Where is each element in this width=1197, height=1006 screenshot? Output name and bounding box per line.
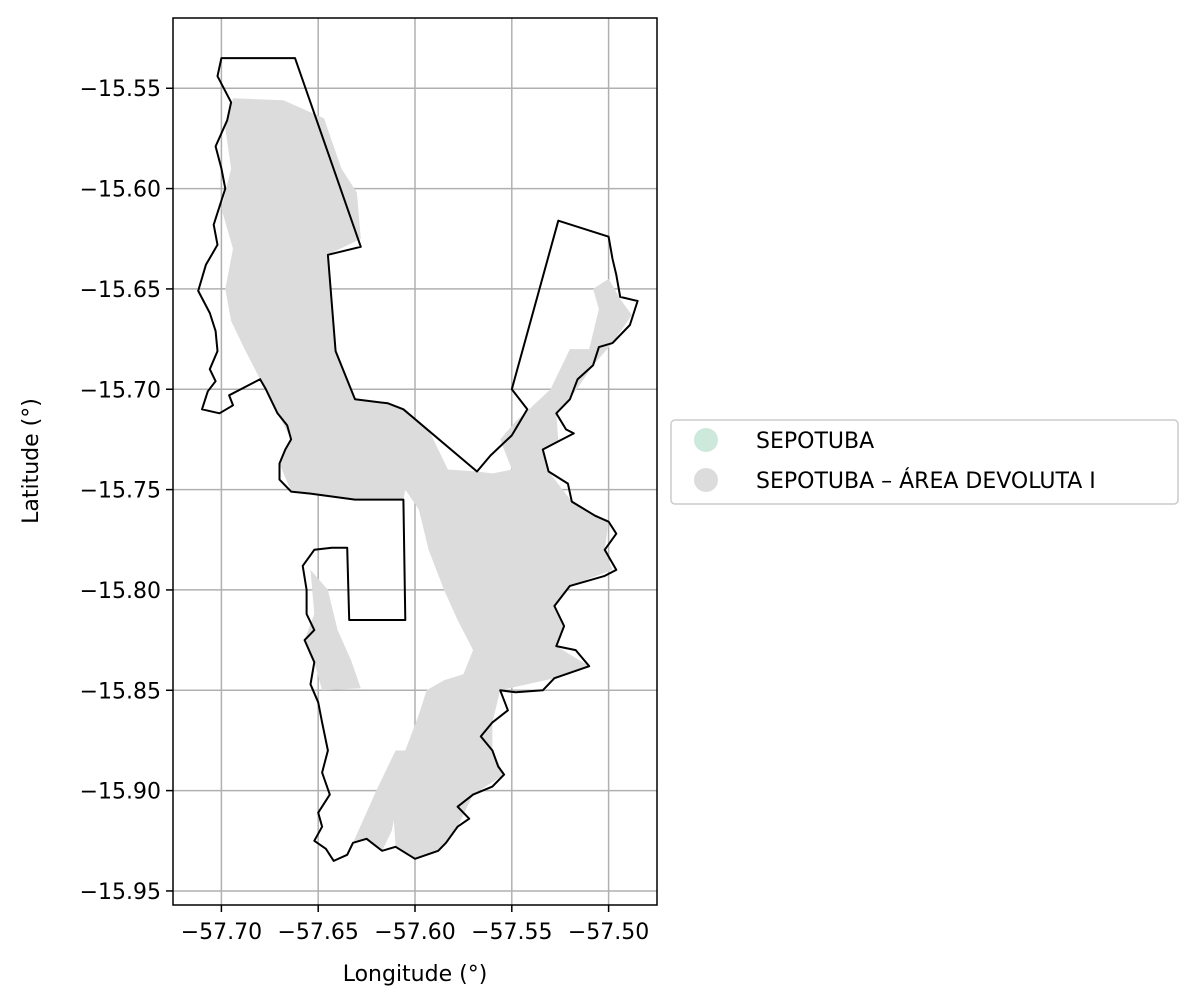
x-axis-ticks: −57.70 −57.65 −57.60 −57.55 −57.50 [181, 905, 649, 945]
y-axis-title: Latitude (°) [19, 398, 44, 524]
legend-label-area-devoluta: SEPOTUBA – ÁREA DEVOLUTA I [756, 468, 1096, 494]
y-tick-label: −15.90 [80, 780, 161, 805]
y-tick-label: −15.70 [80, 378, 161, 403]
municipality-boundary [197, 57, 639, 862]
area-devoluta-region [221, 98, 632, 859]
shaded-regions [221, 98, 632, 859]
x-axis-title: Longitude (°) [343, 962, 488, 987]
legend: SEPOTUBA SEPOTUBA – ÁREA DEVOLUTA I [670, 419, 1179, 505]
legend-marker-area-devoluta [694, 468, 718, 492]
y-tick-label: −15.80 [80, 579, 161, 604]
x-tick-label: −57.60 [374, 920, 455, 945]
y-tick-label: −15.65 [80, 278, 161, 303]
y-tick-label: −15.95 [80, 880, 161, 905]
legend-box [670, 419, 1179, 505]
y-axis-ticks: −15.55 −15.60 −15.65 −15.70 −15.75 −15.80 −15.… [80, 77, 173, 905]
x-tick-label: −57.55 [471, 920, 552, 945]
y-tick-label: −15.55 [80, 77, 161, 102]
legend-marker-sepotuba [694, 428, 718, 452]
y-tick-label: −15.60 [80, 178, 161, 203]
x-tick-label: −57.65 [277, 920, 358, 945]
area-devoluta-region [353, 750, 410, 851]
legend-label-sepotuba: SEPOTUBA [756, 429, 874, 454]
area-devoluta-region [304, 569, 361, 691]
x-tick-label: −57.50 [568, 920, 649, 945]
y-tick-label: −15.75 [80, 479, 161, 504]
y-tick-label: −15.85 [80, 679, 161, 704]
x-tick-label: −57.70 [181, 920, 262, 945]
sepotuba-boundary [197, 57, 639, 862]
